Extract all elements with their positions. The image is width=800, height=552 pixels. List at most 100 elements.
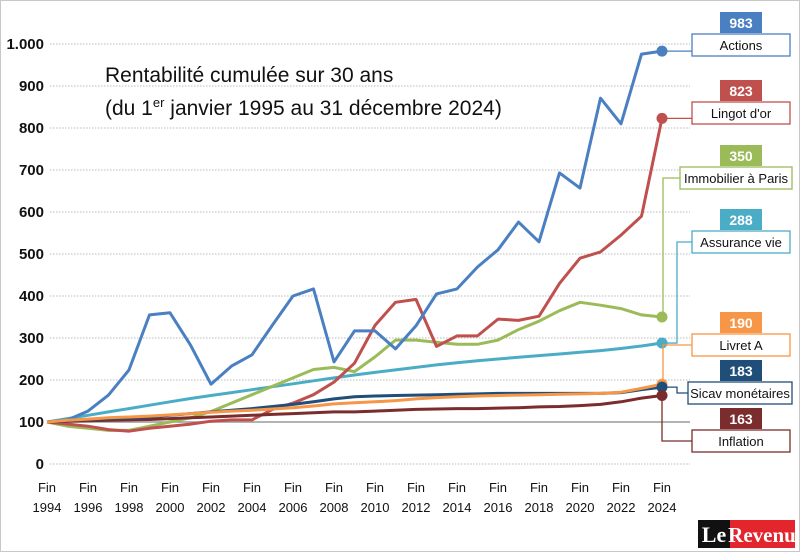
series-line-0 <box>46 49 663 424</box>
logo-revenu: Revenu <box>728 523 796 547</box>
y-tick-label: 800 <box>19 120 44 137</box>
x-tick-label-bottom: 2012 <box>402 500 431 515</box>
x-axis: Fin 1994 Fin 1996 Fin 1998 Fin 2000 Fin 2002 Fin 20… <box>33 480 677 515</box>
series-name-box <box>691 429 791 453</box>
le-revenu-logo: Le Revenu <box>698 520 796 548</box>
x-tick-label-top: Fin <box>79 480 97 495</box>
x-tick-label-bottom: 1998 <box>115 500 144 515</box>
x-tick-label-top: Fin <box>653 480 671 495</box>
y-tick-label: 900 <box>19 78 44 95</box>
series-name-label: Lingot d'or <box>711 106 772 121</box>
value-box <box>720 209 762 230</box>
value-label: 288 <box>729 212 753 228</box>
x-tick-label-bottom: 2002 <box>197 500 226 515</box>
leader-line <box>662 344 692 385</box>
value-box <box>720 12 762 33</box>
series-name-box <box>679 166 793 190</box>
logo-le-bg <box>698 520 730 548</box>
x-tick-label-top: Fin <box>325 480 343 495</box>
value-label: 823 <box>729 83 753 99</box>
x-tick-label-bottom: 2018 <box>525 500 554 515</box>
x-tick-label-top: Fin <box>530 480 548 495</box>
y-tick-label: 100 <box>19 414 44 431</box>
end-point-marker <box>656 311 668 323</box>
x-tick-label-top: Fin <box>243 480 261 495</box>
value-label: 350 <box>729 148 753 164</box>
value-box <box>720 145 762 166</box>
series-name-label: Sicav monétaires <box>690 386 790 401</box>
end-point-marker <box>656 112 668 124</box>
y-tick-label: 0 <box>36 456 44 473</box>
x-tick-label-bottom: 2004 <box>238 500 267 515</box>
value-label: 983 <box>729 15 753 31</box>
series-name-box <box>691 333 791 357</box>
y-tick-label: 400 <box>19 288 44 305</box>
series-line-6 <box>46 394 663 424</box>
leader-line <box>662 241 692 344</box>
x-tick-label-top: Fin <box>489 480 507 495</box>
x-tick-label-bottom: 2020 <box>566 500 595 515</box>
series-name-box <box>691 33 791 57</box>
value-label: 190 <box>729 315 753 331</box>
x-tick-label-top: Fin <box>284 480 302 495</box>
series-name-label: Inflation <box>718 434 764 449</box>
x-tick-label-bottom: 2000 <box>156 500 185 515</box>
x-tick-label-top: Fin <box>202 480 220 495</box>
series-name-label: Actions <box>720 38 763 53</box>
y-tick-label: 600 <box>19 204 44 221</box>
value-box <box>720 360 762 381</box>
logo-revenu-bg <box>730 520 795 548</box>
x-tick-label-top: Fin <box>612 480 630 495</box>
end-point-marker <box>656 381 668 393</box>
series-line-1 <box>46 117 664 433</box>
x-tick-label-top: Fin <box>366 480 384 495</box>
series-name-box <box>687 381 793 405</box>
x-tick-label-top: Fin <box>571 480 589 495</box>
series-line-4 <box>46 382 663 424</box>
x-tick-label-top: Fin <box>161 480 179 495</box>
end-point-marker <box>656 337 668 349</box>
x-tick-label-bottom: 2024 <box>648 500 677 515</box>
x-tick-label-top: Fin <box>448 480 466 495</box>
leader-line <box>661 395 692 442</box>
y-axis: 0 100 200 300 400 500 600 700 800 900 1.000 <box>6 36 44 473</box>
series-lines <box>46 49 664 433</box>
title-sup: er <box>153 95 165 110</box>
chart-title-line1: Rentabilité cumulée sur 30 ans <box>105 64 393 87</box>
y-tick-label: 700 <box>19 162 44 179</box>
chart-title-line2: (du 1er janvier 1995 au 31 décembre 2024… <box>105 95 502 120</box>
end-point-marker <box>656 390 668 402</box>
end-point-marker <box>656 45 668 57</box>
series-name-label: Livret A <box>719 338 763 353</box>
x-tick-label-top: Fin <box>38 480 56 495</box>
series-name-box <box>691 230 791 254</box>
x-tick-label-bottom: 2014 <box>443 500 472 515</box>
value-label: 183 <box>729 363 753 379</box>
x-tick-label-bottom: 2006 <box>279 500 308 515</box>
value-box <box>720 312 762 333</box>
x-tick-label-bottom: 2010 <box>361 500 390 515</box>
series-labels: 983 Actions 823 Lingot d'or 350 Immobilier à … <box>656 12 793 453</box>
x-tick-label-bottom: 2016 <box>484 500 513 515</box>
logo-le: Le <box>702 522 727 547</box>
y-tick-label: 200 <box>19 372 44 389</box>
series-name-label: Immobilier à Paris <box>684 171 789 186</box>
x-tick-label-bottom: 1996 <box>74 500 103 515</box>
series-line-3 <box>46 341 663 424</box>
x-tick-label-top: Fin <box>407 480 425 495</box>
title-post: janvier 1995 au 31 décembre 2024) <box>164 97 501 120</box>
y-tick-label: 1.000 <box>6 36 44 53</box>
series-name-box <box>691 101 791 125</box>
x-tick-label-bottom: 2008 <box>320 500 349 515</box>
leader-line <box>662 386 688 394</box>
title-pre: (du 1 <box>105 97 153 120</box>
x-tick-label-bottom: 1994 <box>33 500 62 515</box>
value-box <box>720 408 762 429</box>
value-label: 163 <box>729 411 753 427</box>
series-name-label: Assurance vie <box>700 235 782 250</box>
x-tick-label-bottom: 2022 <box>607 500 636 515</box>
x-tick-label-top: Fin <box>120 480 138 495</box>
grid <box>50 43 690 465</box>
y-tick-label: 300 <box>19 330 44 347</box>
